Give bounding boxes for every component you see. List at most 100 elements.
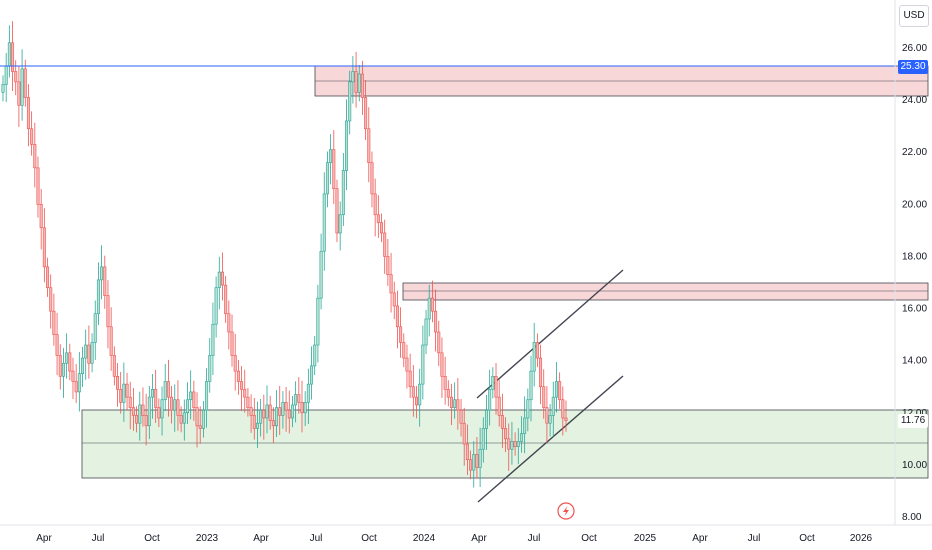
currency-label[interactable]: USD — [899, 5, 929, 27]
lower-channel-line[interactable] — [477, 375, 624, 503]
candle-body — [23, 68, 27, 98]
candle — [558, 372, 562, 409]
candle — [243, 369, 247, 413]
candle-body — [488, 389, 492, 411]
candle-body — [14, 71, 18, 83]
candle — [332, 130, 336, 205]
resistance-zone-mid[interactable] — [402, 282, 929, 301]
candle-body — [230, 331, 234, 356]
upper-channel-line[interactable] — [476, 269, 624, 399]
candle — [303, 391, 307, 427]
candle-body — [185, 399, 189, 414]
x-tick-label: 2026 — [850, 533, 873, 544]
candle — [281, 391, 285, 429]
candle — [262, 394, 266, 440]
candle — [170, 385, 174, 424]
candle — [284, 386, 288, 432]
candle — [402, 333, 406, 368]
candle-body — [42, 227, 46, 268]
candle — [294, 381, 298, 423]
candle-body — [338, 214, 342, 234]
candle-body — [367, 128, 371, 163]
candle — [185, 382, 189, 424]
candle — [310, 346, 314, 400]
candle — [71, 357, 75, 399]
candle — [484, 394, 488, 451]
candle — [360, 60, 364, 115]
candle-body — [1, 84, 5, 93]
candle-body — [478, 448, 482, 468]
candle — [176, 380, 180, 431]
candle — [542, 369, 546, 419]
x-tick-label: Oct — [581, 533, 597, 544]
candle-body — [189, 391, 193, 401]
candle-body — [144, 415, 148, 427]
candle — [494, 363, 498, 415]
candle — [322, 172, 326, 271]
candle-body — [138, 404, 142, 424]
candle — [220, 252, 224, 301]
candle-body — [160, 399, 164, 419]
candle — [551, 381, 555, 438]
candle — [68, 343, 72, 381]
candle-body — [52, 310, 56, 335]
support-zone[interactable] — [81, 409, 929, 479]
candle-body — [201, 409, 205, 429]
x-tick-label: Oct — [361, 533, 377, 544]
x-tick-label: 2025 — [634, 533, 657, 544]
x-tick-label: Apr — [36, 533, 52, 544]
candle — [545, 385, 549, 443]
candle-body — [453, 399, 457, 408]
candle — [58, 344, 62, 390]
y-tick-label: 14.00 — [902, 356, 927, 367]
candle-body — [192, 391, 196, 408]
candle — [154, 369, 158, 423]
candle-body — [449, 396, 453, 408]
candle-body — [26, 97, 30, 130]
candle-body — [383, 232, 387, 257]
candle — [411, 365, 415, 417]
candle — [100, 245, 104, 300]
candle-body — [287, 409, 291, 419]
candle-body — [373, 193, 377, 216]
candle-body — [440, 352, 444, 377]
candle — [507, 423, 511, 471]
candle-body — [551, 396, 555, 416]
candle — [421, 325, 425, 400]
candle — [373, 178, 377, 237]
x-tick-label: 2024 — [413, 533, 436, 544]
candle — [252, 397, 256, 440]
candle-body — [131, 407, 135, 416]
candle-body — [128, 396, 132, 408]
time-axis[interactable]: Apr Jul Oct 2023 Apr Jul Oct 2024 Apr Jul Oct 2025 A… — [36, 533, 872, 544]
candle-body — [462, 422, 466, 445]
x-tick-label: Apr — [471, 533, 487, 544]
candle-body — [163, 381, 167, 401]
x-tick-label: Oct — [799, 533, 815, 544]
candle — [510, 421, 514, 465]
candle — [370, 151, 374, 208]
x-tick-label: Jul — [92, 533, 105, 544]
candle-body — [500, 415, 504, 429]
candle — [112, 346, 116, 386]
candle — [472, 441, 476, 488]
price-axis[interactable]: 26.00 24.00 22.00 20.00 18.00 16.00 14.00 12.00… — [902, 43, 927, 523]
candle — [491, 367, 495, 399]
candle — [141, 387, 145, 427]
candle-body — [459, 409, 463, 424]
candle — [205, 368, 209, 428]
candle — [561, 386, 565, 436]
candle-body — [446, 389, 450, 398]
candle — [443, 356, 447, 405]
candle-body — [265, 404, 269, 419]
candle-body — [561, 399, 565, 419]
candle-body — [319, 250, 323, 299]
candle-body — [100, 266, 104, 281]
candle — [335, 179, 339, 243]
candle — [523, 396, 527, 454]
candle-body — [497, 396, 501, 416]
event-marker[interactable] — [557, 502, 575, 520]
candle — [539, 344, 543, 405]
candle-body — [516, 441, 520, 447]
